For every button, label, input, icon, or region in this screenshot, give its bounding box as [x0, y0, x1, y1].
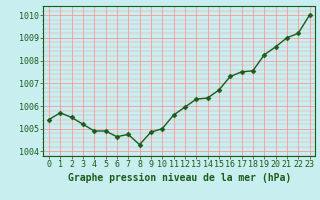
X-axis label: Graphe pression niveau de la mer (hPa): Graphe pression niveau de la mer (hPa): [68, 173, 291, 183]
